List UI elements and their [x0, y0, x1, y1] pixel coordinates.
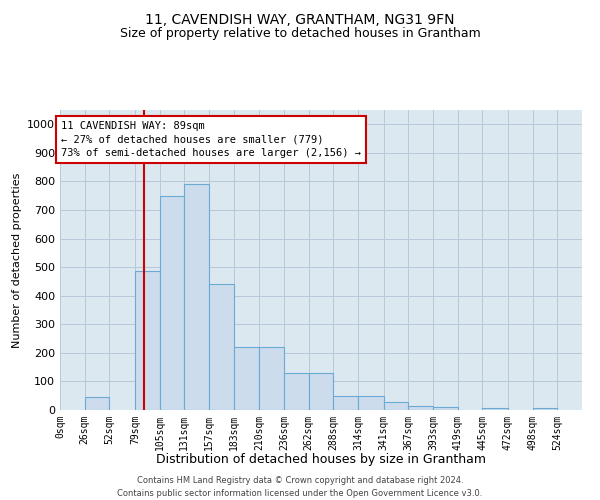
Bar: [160, 196, 184, 410]
Bar: [334, 396, 358, 410]
Text: 11 CAVENDISH WAY: 89sqm
← 27% of detached houses are smaller (779)
73% of semi-d: 11 CAVENDISH WAY: 89sqm ← 27% of detache…: [61, 122, 361, 158]
Bar: [383, 402, 409, 410]
Bar: [233, 347, 259, 410]
Bar: [85, 397, 109, 410]
Bar: [209, 284, 233, 410]
Text: Contains HM Land Registry data © Crown copyright and database right 2024.
Contai: Contains HM Land Registry data © Crown c…: [118, 476, 482, 498]
Text: Distribution of detached houses by size in Grantham: Distribution of detached houses by size …: [156, 452, 486, 466]
Bar: [358, 396, 383, 410]
Bar: [533, 408, 557, 410]
Y-axis label: Number of detached properties: Number of detached properties: [11, 172, 22, 348]
Bar: [259, 347, 284, 410]
Bar: [409, 406, 433, 410]
Bar: [135, 272, 160, 410]
Bar: [482, 408, 508, 410]
Bar: [433, 406, 458, 410]
Bar: [184, 184, 209, 410]
Text: 11, CAVENDISH WAY, GRANTHAM, NG31 9FN: 11, CAVENDISH WAY, GRANTHAM, NG31 9FN: [145, 12, 455, 26]
Text: Size of property relative to detached houses in Grantham: Size of property relative to detached ho…: [119, 28, 481, 40]
Bar: [308, 373, 334, 410]
Bar: [284, 373, 308, 410]
